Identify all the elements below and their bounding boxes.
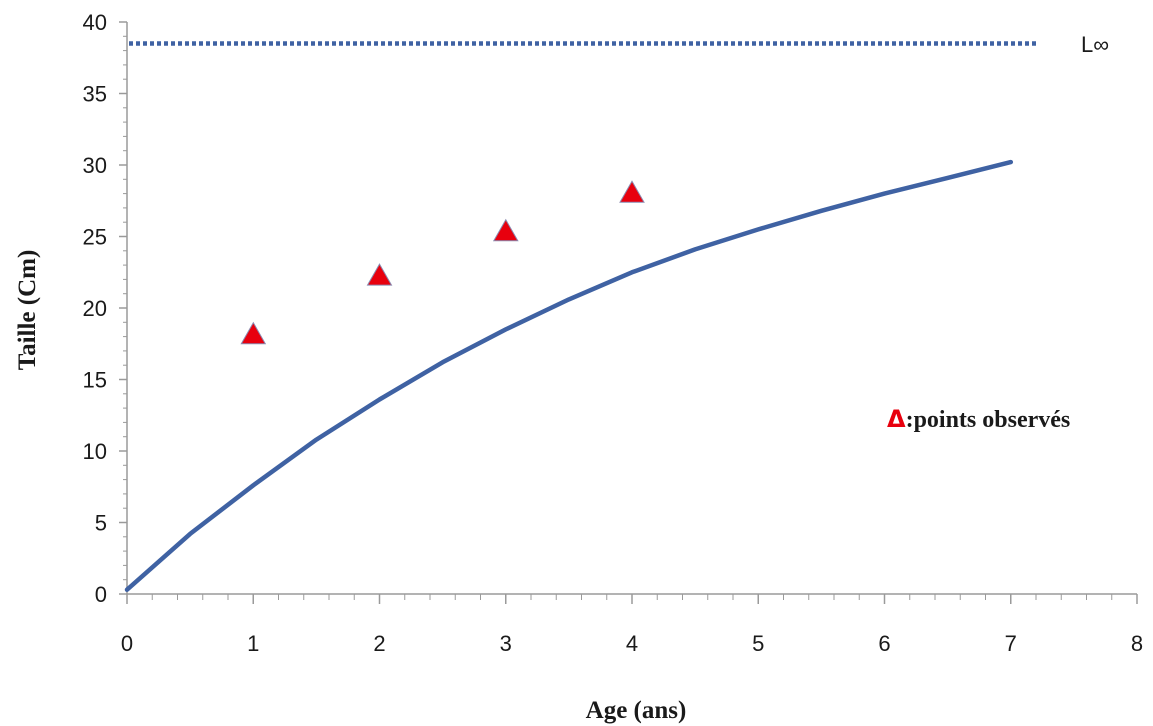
- series-group: [124, 159, 1014, 592]
- observed-points-annotation: Δ:points observés: [887, 405, 1070, 433]
- observed-point-marker: [366, 263, 393, 286]
- delta-symbol: Δ: [887, 405, 906, 433]
- axes: 0 5 10 15 20 25 30 35 40 0 1 2 3 4 5 6 7 8: [83, 10, 1144, 656]
- x-tick-label: 3: [500, 631, 512, 656]
- x-tick-label: 0: [121, 631, 133, 656]
- x-tick-label: 6: [878, 631, 890, 656]
- y-tick-label: 35: [83, 82, 107, 107]
- x-tick-label: 4: [626, 631, 638, 656]
- y-tick-label: 20: [83, 296, 107, 321]
- l-infinity-label: L∞: [1081, 32, 1109, 57]
- x-tick-label: 7: [1005, 631, 1017, 656]
- y-axis-title: Taille (Cm): [14, 250, 41, 371]
- y-tick-label: 5: [95, 511, 107, 536]
- y-tick-label: 40: [83, 10, 107, 35]
- x-tick-label: 1: [247, 631, 259, 656]
- x-tick-label: 5: [752, 631, 764, 656]
- observed-point-marker: [492, 218, 519, 242]
- observed-point-marker: [619, 180, 645, 203]
- y-tick-label: 10: [83, 439, 107, 464]
- growth-curve-line: [124, 159, 1014, 592]
- labels: Age (ans) Taille (Cm) L∞ Δ:points observ…: [14, 32, 1109, 724]
- x-tick-label: 2: [373, 631, 385, 656]
- x-axis-title: Age (ans): [586, 697, 687, 724]
- x-tick-label: 8: [1131, 631, 1143, 656]
- observed-point-marker: [240, 321, 267, 345]
- y-tick-label: 30: [83, 153, 107, 178]
- y-tick-label: 0: [95, 582, 107, 607]
- y-tick-label: 15: [83, 368, 107, 393]
- annotation-text: :points observés: [906, 407, 1071, 433]
- y-tick-label: 25: [83, 225, 107, 250]
